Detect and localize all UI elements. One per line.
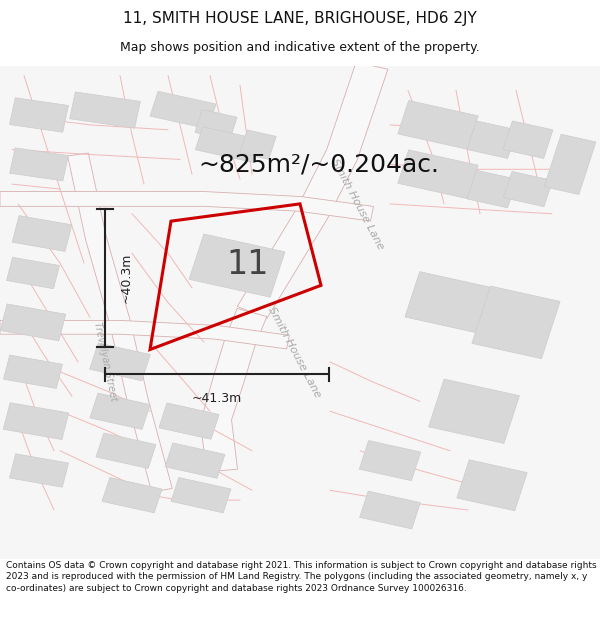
Polygon shape xyxy=(398,101,478,149)
Polygon shape xyxy=(89,343,151,381)
Polygon shape xyxy=(200,309,267,472)
Polygon shape xyxy=(7,258,59,289)
Polygon shape xyxy=(237,62,388,319)
Polygon shape xyxy=(405,272,495,334)
Polygon shape xyxy=(12,216,72,251)
Polygon shape xyxy=(3,402,69,439)
Text: ~825m²/~0.204ac.: ~825m²/~0.204ac. xyxy=(198,152,439,176)
Polygon shape xyxy=(96,433,156,468)
FancyBboxPatch shape xyxy=(0,66,600,559)
Polygon shape xyxy=(0,304,66,341)
Text: 11: 11 xyxy=(226,249,269,281)
Polygon shape xyxy=(189,234,285,298)
Polygon shape xyxy=(240,130,276,159)
Text: ~41.3m: ~41.3m xyxy=(192,391,242,404)
Polygon shape xyxy=(195,109,237,140)
Polygon shape xyxy=(90,393,150,429)
Polygon shape xyxy=(467,170,517,208)
Polygon shape xyxy=(4,355,62,389)
Polygon shape xyxy=(503,171,553,207)
Polygon shape xyxy=(0,191,373,221)
Text: Contains OS data © Crown copyright and database right 2021. This information is : Contains OS data © Crown copyright and d… xyxy=(6,561,596,593)
Polygon shape xyxy=(544,134,596,194)
Polygon shape xyxy=(467,121,517,159)
Polygon shape xyxy=(398,150,478,199)
Polygon shape xyxy=(503,121,553,159)
Polygon shape xyxy=(359,441,421,481)
Polygon shape xyxy=(165,443,225,478)
Polygon shape xyxy=(70,92,140,128)
Polygon shape xyxy=(472,286,560,359)
Text: Map shows position and indicative extent of the property.: Map shows position and indicative extent… xyxy=(120,41,480,54)
Polygon shape xyxy=(10,148,68,181)
Polygon shape xyxy=(159,403,219,439)
Polygon shape xyxy=(195,127,261,162)
Polygon shape xyxy=(171,478,231,513)
Polygon shape xyxy=(68,153,172,492)
Text: Smith House Lane: Smith House Lane xyxy=(266,305,322,399)
Text: Smith House Lane: Smith House Lane xyxy=(329,157,385,251)
Polygon shape xyxy=(359,491,421,529)
Text: Trevelyan Street: Trevelyan Street xyxy=(92,321,118,402)
Text: ~40.3m: ~40.3m xyxy=(120,253,133,303)
Polygon shape xyxy=(150,91,216,129)
Polygon shape xyxy=(102,478,162,513)
Text: 11, SMITH HOUSE LANE, BRIGHOUSE, HD6 2JY: 11, SMITH HOUSE LANE, BRIGHOUSE, HD6 2JY xyxy=(123,11,477,26)
Polygon shape xyxy=(457,460,527,511)
Polygon shape xyxy=(428,379,520,443)
Polygon shape xyxy=(0,321,289,349)
Polygon shape xyxy=(10,454,68,488)
Polygon shape xyxy=(10,98,68,132)
